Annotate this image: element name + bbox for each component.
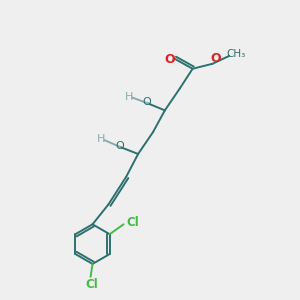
Text: O: O	[210, 52, 221, 65]
Text: O: O	[143, 98, 152, 107]
Text: CH₃: CH₃	[226, 49, 246, 59]
Text: Cl: Cl	[85, 278, 98, 291]
Text: O: O	[164, 53, 175, 66]
Text: H: H	[125, 92, 134, 101]
Text: O: O	[115, 141, 124, 151]
Text: Cl: Cl	[126, 216, 139, 229]
Text: H: H	[97, 134, 106, 144]
